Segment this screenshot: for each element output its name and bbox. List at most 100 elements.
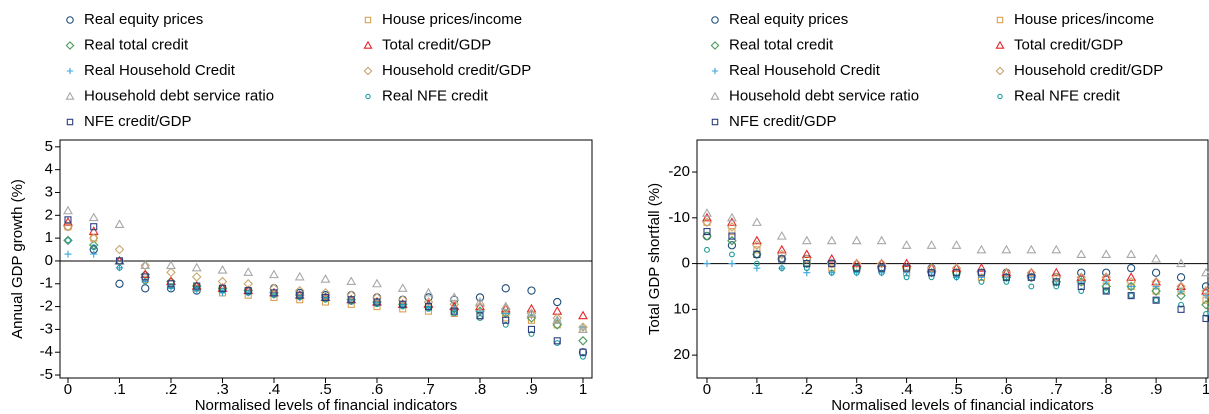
point — [477, 315, 483, 321]
y-tick-label: 0 — [682, 255, 690, 272]
legend-label: Household credit/GDP — [1014, 62, 1163, 79]
point — [1152, 296, 1160, 304]
point — [168, 283, 174, 289]
legend-marker — [66, 16, 74, 24]
x-axis-label: Normalised levels of financial indicator… — [831, 397, 1094, 414]
point — [1126, 249, 1137, 258]
point — [64, 216, 72, 224]
point — [1001, 267, 1012, 278]
point — [475, 296, 485, 306]
point — [294, 271, 305, 281]
x-tick-label: .3 — [216, 381, 229, 398]
point — [853, 269, 860, 276]
point — [1102, 268, 1111, 277]
point — [64, 250, 72, 258]
x-tick-label: .9 — [525, 381, 538, 398]
point — [753, 246, 761, 254]
point — [193, 285, 200, 292]
point — [451, 310, 458, 317]
point — [218, 284, 227, 292]
point — [851, 258, 862, 268]
legend-marker — [363, 66, 373, 76]
legend-marker — [996, 16, 1004, 24]
point — [901, 240, 912, 249]
point — [348, 299, 355, 305]
point — [751, 217, 762, 226]
point — [1051, 267, 1062, 277]
point — [269, 269, 279, 279]
point — [552, 315, 563, 324]
point — [828, 260, 836, 268]
x-tick-label: .4 — [268, 381, 281, 398]
point — [397, 283, 408, 292]
point — [1126, 272, 1137, 281]
point — [372, 278, 382, 288]
point — [1053, 283, 1060, 290]
point — [244, 287, 252, 295]
point — [778, 255, 786, 263]
legend-label: Real total credit — [729, 36, 834, 53]
legend-marker — [364, 16, 372, 24]
point — [347, 296, 355, 304]
x-axis-label: Normalised levels of financial indicator… — [195, 397, 458, 414]
point — [1203, 310, 1209, 317]
x-tick-label: .7 — [1050, 381, 1063, 398]
y-tick-label: 1 — [45, 229, 53, 246]
x-tick-label: .6 — [1000, 381, 1013, 398]
point — [1177, 305, 1185, 313]
point — [801, 249, 812, 258]
legend-label: Real NFE credit — [382, 87, 489, 104]
legend-label: Real Household Credit — [84, 62, 236, 79]
point — [702, 208, 712, 217]
x-tick-label: .9 — [1150, 381, 1163, 398]
point — [776, 244, 787, 254]
point — [88, 233, 99, 243]
point — [978, 278, 985, 285]
point — [65, 237, 71, 244]
point — [476, 312, 484, 320]
legend-label: NFE credit/GDP — [729, 113, 837, 130]
point — [526, 308, 537, 317]
y-tick-label: -2 — [40, 298, 53, 315]
legend-label: Total credit/GDP — [1014, 36, 1123, 53]
x-tick-label: .3 — [850, 381, 863, 398]
point — [425, 305, 432, 312]
point — [702, 212, 712, 222]
point — [141, 273, 149, 281]
x-tick-label: .1 — [113, 381, 126, 398]
point — [1151, 286, 1161, 296]
point — [976, 244, 987, 254]
point — [580, 353, 586, 360]
legend-marker — [363, 40, 373, 49]
point — [1102, 287, 1110, 295]
point — [219, 287, 226, 294]
x-tick-label: .7 — [422, 381, 435, 398]
legend-marker — [65, 91, 75, 100]
point — [63, 205, 73, 215]
point — [753, 250, 761, 258]
point — [727, 241, 737, 250]
y-tick-label: -5 — [40, 366, 53, 383]
y-tick-label: 10 — [673, 300, 690, 317]
point — [901, 258, 912, 268]
point — [1077, 268, 1086, 277]
point — [927, 269, 936, 277]
point — [553, 337, 561, 345]
point — [1127, 292, 1135, 300]
point — [951, 263, 962, 272]
point — [1026, 244, 1037, 254]
legend-label: Household credit/GDP — [382, 62, 531, 79]
x-tick-label: .5 — [319, 381, 332, 398]
point — [63, 221, 73, 232]
point — [115, 279, 124, 288]
point — [926, 263, 937, 273]
point — [703, 260, 711, 268]
x-tick-label: .8 — [474, 381, 487, 398]
point — [500, 301, 511, 311]
point — [90, 223, 98, 231]
point — [1178, 301, 1185, 308]
point — [115, 257, 124, 265]
point — [702, 217, 712, 228]
plot-frame — [59, 139, 593, 379]
